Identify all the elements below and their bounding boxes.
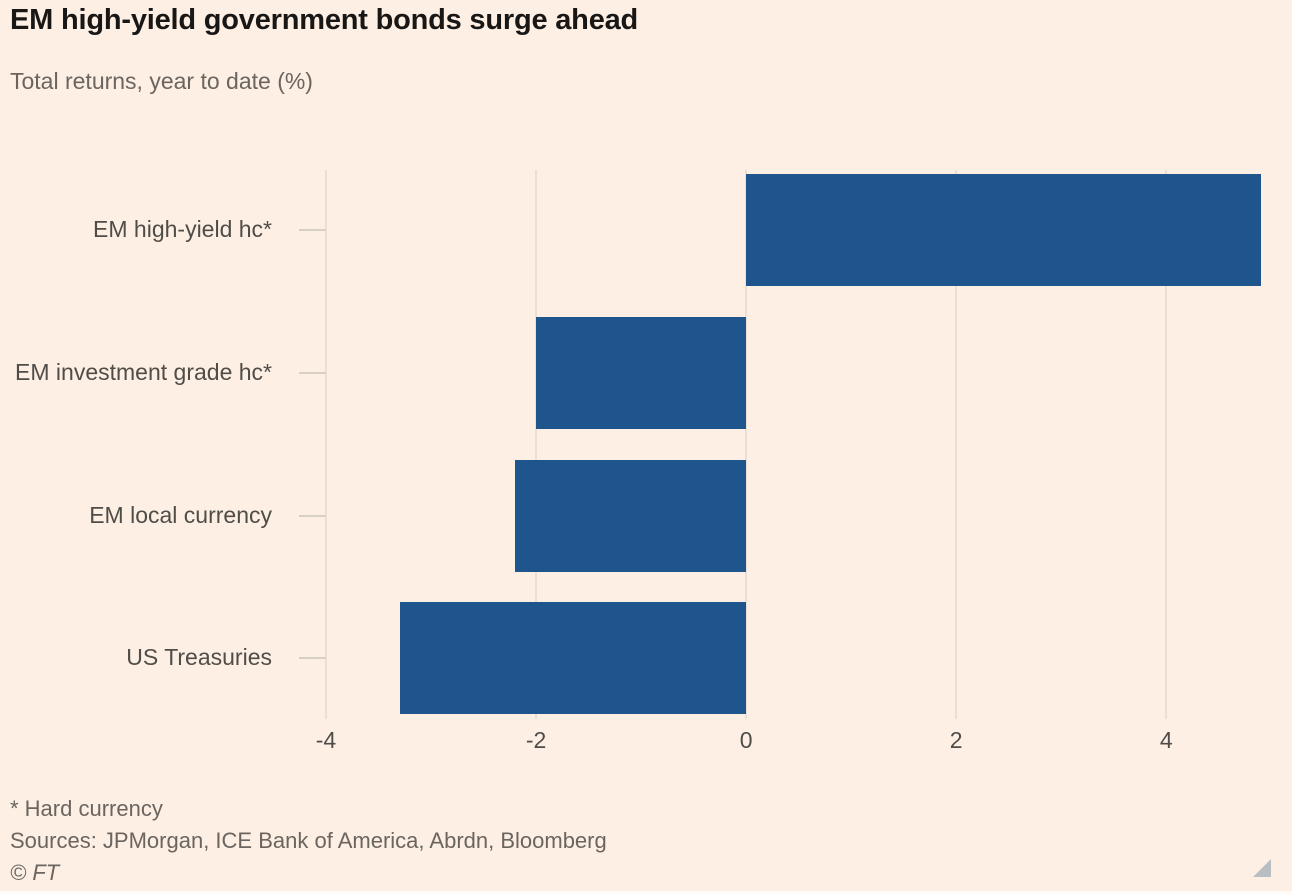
y-axis-tick	[299, 657, 326, 660]
x-axis-tick-label: -2	[525, 727, 547, 753]
gridline-x-4	[1165, 170, 1168, 719]
widget-bottom-edge	[0, 891, 1292, 894]
bar	[536, 316, 747, 429]
sources: Sources: JPMorgan, ICE Bank of America, …	[10, 828, 607, 853]
y-axis-tick	[299, 514, 326, 517]
chart-subtitle: Total returns, year to date (%)	[10, 68, 313, 94]
footnote: * Hard currency	[10, 796, 163, 821]
ft-copyright: © FT	[10, 860, 60, 885]
x-axis-tick-label: 4	[1159, 727, 1173, 753]
bar	[399, 602, 747, 715]
chart-title: EM high-yield government bonds surge ahe…	[10, 4, 639, 36]
gridline-x-2	[955, 170, 958, 719]
bar	[746, 174, 1261, 286]
category-label: EM local currency	[89, 501, 272, 528]
x-axis-tick-label: -4	[315, 727, 337, 753]
resize-handle-icon[interactable]	[1253, 859, 1271, 877]
x-axis-tick-label: 0	[739, 727, 753, 753]
gridline-x-0	[745, 170, 748, 719]
gridline-x--4	[325, 170, 327, 719]
y-axis-tick	[299, 371, 326, 374]
y-axis-tick	[299, 229, 326, 231]
bar	[515, 459, 747, 572]
category-label: US Treasuries	[126, 644, 272, 671]
bar-chart-plot-area: -4 -2 0 2 4 EM high-yield hc* EM investment gr…	[15, 170, 1266, 753]
chart-footer: * Hard currency Sources: JPMorgan, ICE B…	[10, 793, 607, 889]
category-label: EM investment grade hc*	[15, 358, 272, 385]
category-label: EM high-yield hc*	[93, 216, 272, 242]
gridline-x--2	[535, 170, 538, 719]
x-axis-tick-label: 2	[949, 727, 963, 753]
